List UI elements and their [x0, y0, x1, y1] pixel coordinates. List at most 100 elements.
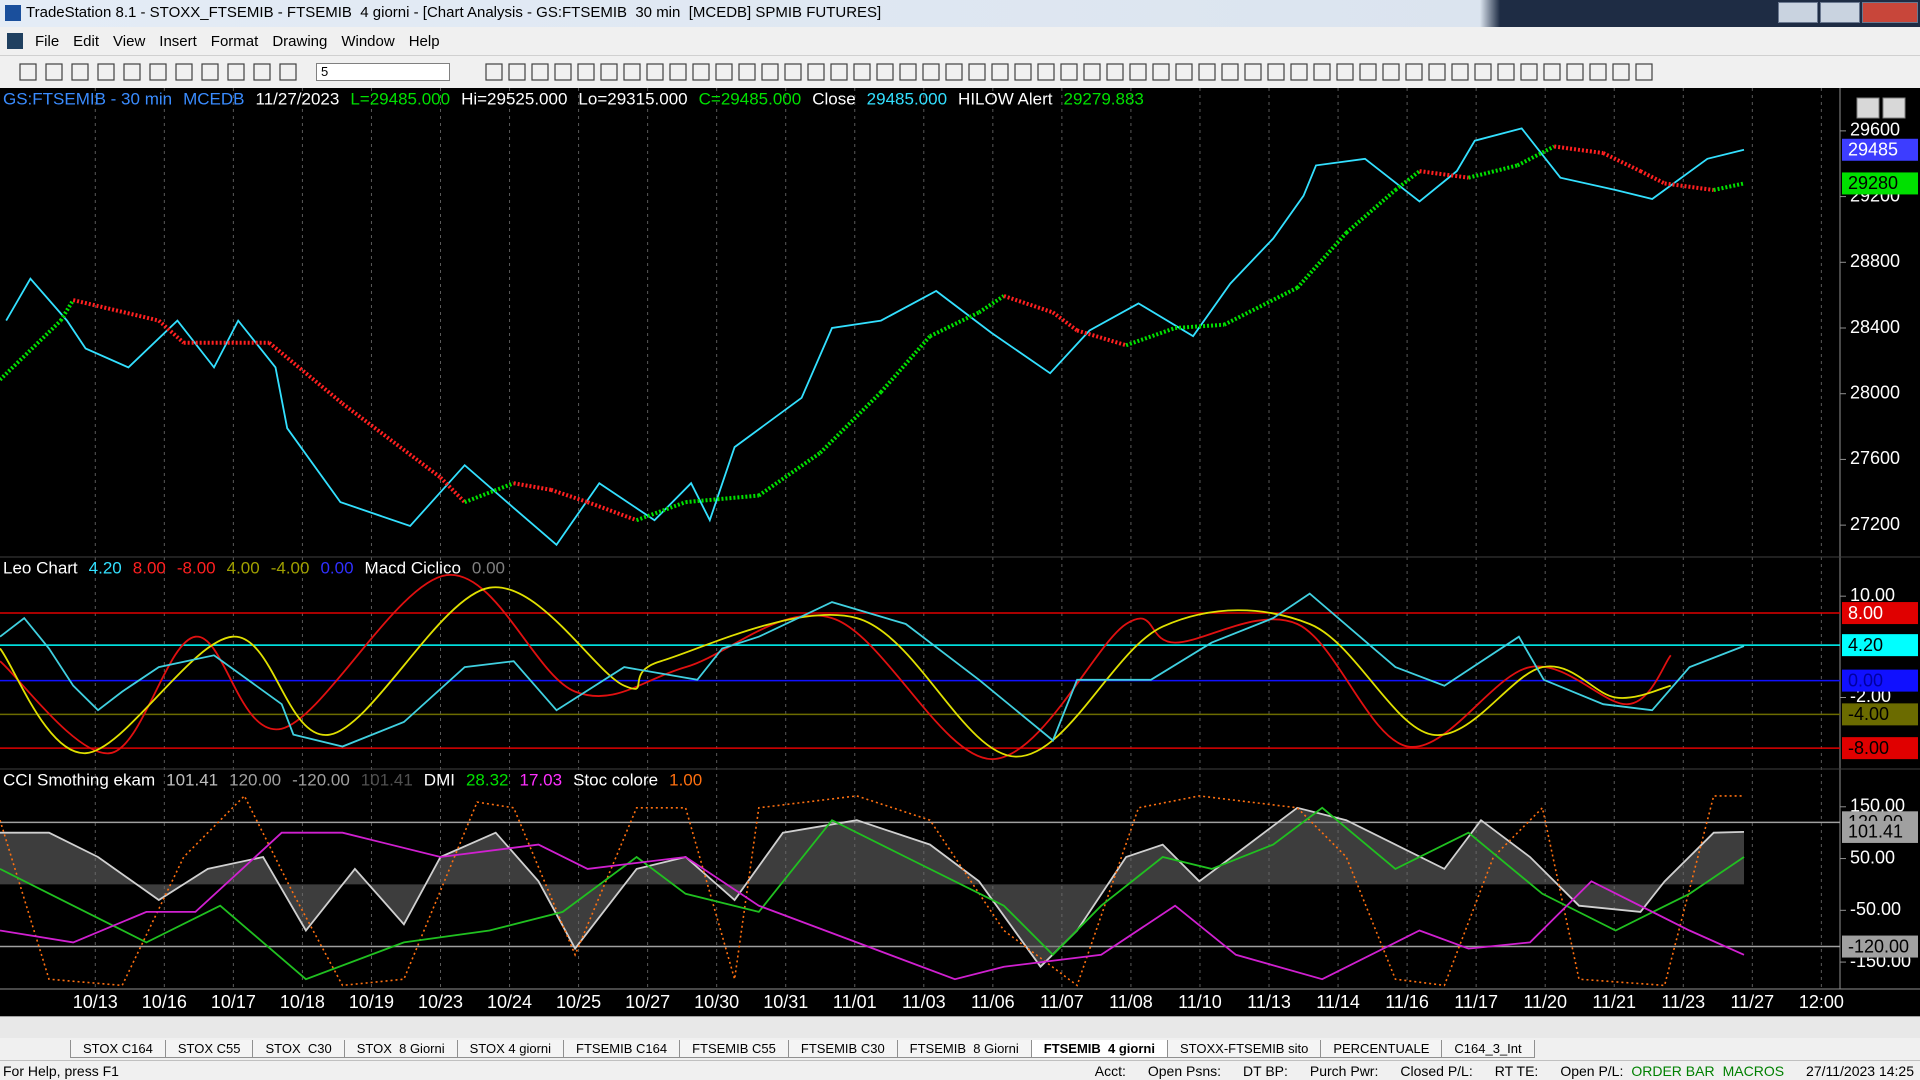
chart-window-button[interactable]: [1882, 97, 1906, 119]
toolbar-button[interactable]: [899, 63, 917, 81]
toolbar-button[interactable]: [1313, 63, 1331, 81]
x-tick-label: 10/18: [280, 992, 325, 1012]
toolbar-button[interactable]: [922, 63, 940, 81]
menu-item[interactable]: Edit: [73, 33, 100, 50]
workspace-tab[interactable]: STOX C30: [252, 1040, 345, 1058]
workspace-tab[interactable]: FTSEMIB 4 giorni: [1030, 1040, 1168, 1058]
toolbar-button[interactable]: [1382, 63, 1400, 81]
toolbar-button[interactable]: [600, 63, 618, 81]
menu-item[interactable]: Window: [341, 33, 395, 50]
toolbar-button[interactable]: [149, 63, 167, 81]
workspace-tab[interactable]: STOX C164: [70, 1040, 166, 1058]
workspace-tab[interactable]: FTSEMIB C164: [563, 1040, 681, 1058]
toolbar-button[interactable]: [1451, 63, 1469, 81]
workspace-tab[interactable]: FTSEMIB C30: [787, 1040, 898, 1058]
toolbar-button[interactable]: [1612, 63, 1630, 81]
horizontal-scrollbar[interactable]: [0, 1016, 1920, 1038]
workspace-tab[interactable]: C164_3_Int: [1441, 1040, 1535, 1058]
toolbar-button[interactable]: [1497, 63, 1515, 81]
toolbar-button[interactable]: [968, 63, 986, 81]
toolbar-button[interactable]: [692, 63, 710, 81]
toolbar-button[interactable]: [227, 63, 245, 81]
workspace-tab[interactable]: STOX C55: [164, 1040, 254, 1058]
toolbar-button[interactable]: [485, 63, 503, 81]
workspace-tab[interactable]: PERCENTUALE: [1320, 1040, 1443, 1058]
toolbar-button[interactable]: [853, 63, 871, 81]
toolbar-button[interactable]: [1566, 63, 1584, 81]
toolbar-button[interactable]: [1520, 63, 1538, 81]
toolbar-button[interactable]: [1359, 63, 1377, 81]
toolbar-button[interactable]: [876, 63, 894, 81]
toolbar-button[interactable]: [1014, 63, 1032, 81]
toolbar-button[interactable]: [1152, 63, 1170, 81]
toolbar-button[interactable]: [623, 63, 641, 81]
toolbar-button[interactable]: [577, 63, 595, 81]
x-tick-label: 10/23: [418, 992, 463, 1012]
toolbar-button[interactable]: [1267, 63, 1285, 81]
toolbar-button[interactable]: [97, 63, 115, 81]
minimize-button[interactable]: [1778, 2, 1818, 23]
toolbar-button[interactable]: [175, 63, 193, 81]
toolbar-button[interactable]: [279, 63, 297, 81]
toolbar-button[interactable]: [1221, 63, 1239, 81]
toolbar-button[interactable]: [1405, 63, 1423, 81]
toolbar-button[interactable]: [554, 63, 572, 81]
toolbar-button[interactable]: [1589, 63, 1607, 81]
menu-item[interactable]: View: [113, 33, 146, 50]
toolbar-button[interactable]: [1060, 63, 1078, 81]
menu-item[interactable]: Format: [210, 33, 259, 50]
toolbar-button[interactable]: [253, 63, 271, 81]
toolbar-button[interactable]: [1635, 63, 1653, 81]
menu-item[interactable]: Help: [408, 33, 440, 50]
menu-item[interactable]: File: [35, 33, 60, 50]
toolbar-button[interactable]: [945, 63, 963, 81]
y-tick-label: -50.00: [1850, 899, 1901, 919]
toolbar-button[interactable]: [738, 63, 756, 81]
toolbar-button[interactable]: [1129, 63, 1147, 81]
cci-area: [0, 807, 1745, 967]
toolbar-button[interactable]: [646, 63, 664, 81]
toolbar-button[interactable]: [71, 63, 89, 81]
maximize-button[interactable]: [1820, 2, 1860, 23]
workspace-tab[interactable]: FTSEMIB 8 Giorni: [896, 1040, 1032, 1058]
toolbar-button[interactable]: [508, 63, 526, 81]
toolbar-button[interactable]: [1474, 63, 1492, 81]
chart-window-button[interactable]: [1856, 97, 1880, 119]
toolbar-button[interactable]: [830, 63, 848, 81]
pane-header-text: 1.00: [669, 770, 702, 789]
toolbar-button[interactable]: [991, 63, 1009, 81]
toolbar-button[interactable]: [669, 63, 687, 81]
average-segment: [1639, 169, 1666, 186]
toolbar-button[interactable]: [1175, 63, 1193, 81]
toolbar-button[interactable]: [1037, 63, 1055, 81]
menu-item[interactable]: Drawing: [272, 33, 328, 50]
toolbar-button[interactable]: [1198, 63, 1216, 81]
close-button[interactable]: [1862, 2, 1918, 23]
workspace-tab[interactable]: STOX 8 Giorni: [343, 1040, 458, 1058]
toolbar-button[interactable]: [1290, 63, 1308, 81]
value-marker-box: [1842, 138, 1918, 161]
toolbar-button[interactable]: [123, 63, 141, 81]
x-tick-label: 11/16: [1385, 992, 1429, 1012]
workspace-tab[interactable]: STOXX-FTSEMIB sito: [1166, 1040, 1322, 1058]
toolbar-button[interactable]: [807, 63, 825, 81]
toolbar-button[interactable]: [715, 63, 733, 81]
menu-item[interactable]: Insert: [159, 33, 197, 50]
toolbar-button[interactable]: [1106, 63, 1124, 81]
toolbar-button[interactable]: [45, 63, 63, 81]
workspace-tab[interactable]: FTSEMIB C55: [679, 1040, 789, 1058]
toolbar-button[interactable]: [761, 63, 779, 81]
toolbar-button[interactable]: [1336, 63, 1354, 81]
toolbar-button[interactable]: [531, 63, 549, 81]
toolbar-button[interactable]: [201, 63, 219, 81]
series-line: [0, 574, 1672, 761]
toolbar-button[interactable]: [1428, 63, 1446, 81]
workspace-tab[interactable]: STOX 4 giorni: [456, 1040, 565, 1058]
toolbar-button[interactable]: [784, 63, 802, 81]
toolbar-button[interactable]: [19, 63, 37, 81]
toolbar-button[interactable]: [1083, 63, 1101, 81]
interval-combo[interactable]: 5: [316, 63, 450, 81]
toolbar-button[interactable]: [1543, 63, 1561, 81]
toolbar-button[interactable]: [1244, 63, 1262, 81]
x-tick-label: 11/14: [1316, 992, 1360, 1012]
